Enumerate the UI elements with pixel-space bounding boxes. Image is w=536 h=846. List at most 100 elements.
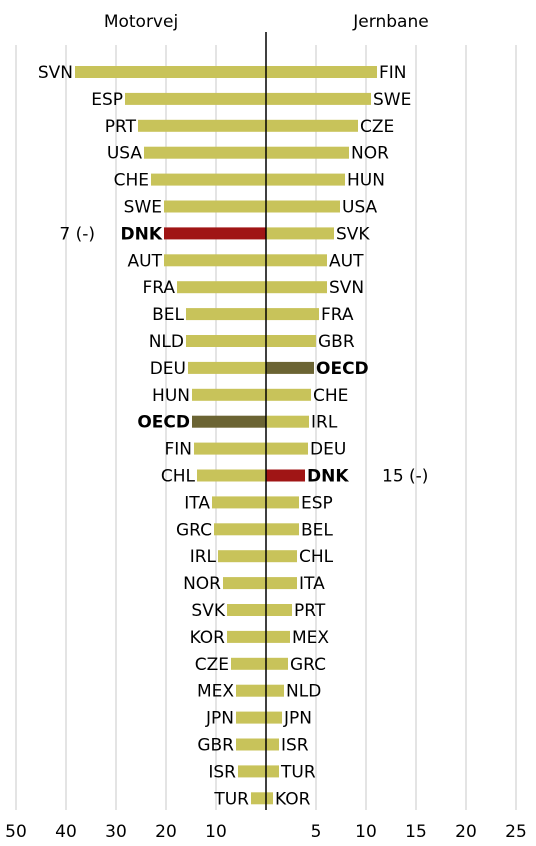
bar [164,254,266,267]
category-label: ESP [91,90,123,110]
category-label: BEL [301,520,333,540]
category-label: SVN [329,278,364,298]
x-tick-label: 20 [155,822,177,842]
bar [212,496,266,509]
category-label: OECD [316,359,369,379]
bar [266,415,309,428]
bar [266,523,299,536]
category-label: DEU [150,359,186,379]
x-tick-label: 5 [311,822,322,842]
category-label: GBR [197,736,234,756]
category-label: TUR [280,762,316,782]
category-label: GRC [290,655,326,675]
category-label: SVN [38,63,73,83]
bar [138,119,266,132]
bar [236,684,266,697]
x-tick-label: 15 [405,822,427,842]
category-label: SVK [336,224,370,244]
bar [236,711,266,724]
bar [266,738,279,751]
category-label: DNK [307,467,349,487]
bar [266,442,308,455]
panel-title: Motorvej [104,12,178,32]
category-label: FIN [164,440,192,460]
category-label: JPN [283,709,312,729]
category-label: GRC [176,520,212,540]
bar [194,442,266,455]
bar [125,92,266,105]
category-label: MEX [197,682,234,702]
category-label: BEL [152,305,184,325]
bar [144,146,266,159]
bar [188,361,266,374]
category-label: CZE [360,117,394,137]
bar [266,496,299,509]
category-label: OECD [137,413,190,433]
category-label: PRT [105,117,137,137]
bar [223,577,266,590]
bar [266,711,282,724]
bar [266,281,327,294]
category-label: HUN [347,171,385,191]
bar [75,66,266,78]
bar [266,146,349,159]
category-label: DEU [310,440,346,460]
category-label: ITA [184,493,210,513]
bar [164,227,266,240]
bar [227,630,266,643]
category-label: SWE [124,198,162,218]
category-label: SVK [191,601,225,621]
x-tick-label: 20 [455,822,477,842]
category-label: PRT [294,601,326,621]
bar [266,173,345,186]
category-label: ISR [281,736,309,756]
bar [266,388,311,401]
bar [266,604,292,616]
bar [214,523,266,536]
category-label: FRA [321,305,354,325]
category-label: HUN [152,386,190,406]
bar [266,335,316,347]
bar [266,792,273,805]
x-tick-label: 25 [505,822,527,842]
category-label: CHE [114,171,149,191]
bar [197,469,266,482]
bar [266,550,297,563]
bar [266,119,358,132]
category-label: CHL [161,467,196,487]
bar [266,469,305,482]
bar [266,361,314,374]
bar [151,173,266,186]
bar [266,92,371,105]
bar [186,335,266,347]
category-label: ESP [301,493,333,513]
bar [164,200,266,213]
bar [218,550,266,563]
category-label: KOR [275,789,311,809]
bar [192,415,266,428]
bar [251,792,266,805]
bar [227,604,266,616]
category-label: MEX [292,628,329,648]
category-label: AUT [128,251,163,271]
bar [266,630,290,643]
category-label: USA [342,198,378,218]
x-tick-label: 10 [355,822,377,842]
category-label: SWE [373,90,411,110]
x-tick-label: 50 [5,822,27,842]
category-label: AUT [329,251,364,271]
category-label: FRA [142,278,175,298]
bar [266,254,327,267]
bar [236,738,266,751]
bar [177,281,266,294]
category-label: IRL [311,413,338,433]
category-label: NOR [183,574,221,594]
category-label: KOR [190,628,226,648]
bar [266,200,340,213]
category-label: FIN [379,63,407,83]
x-tick-label: 40 [55,822,77,842]
category-label: CZE [195,655,229,675]
bar [266,684,284,697]
category-label: ITA [299,574,325,594]
